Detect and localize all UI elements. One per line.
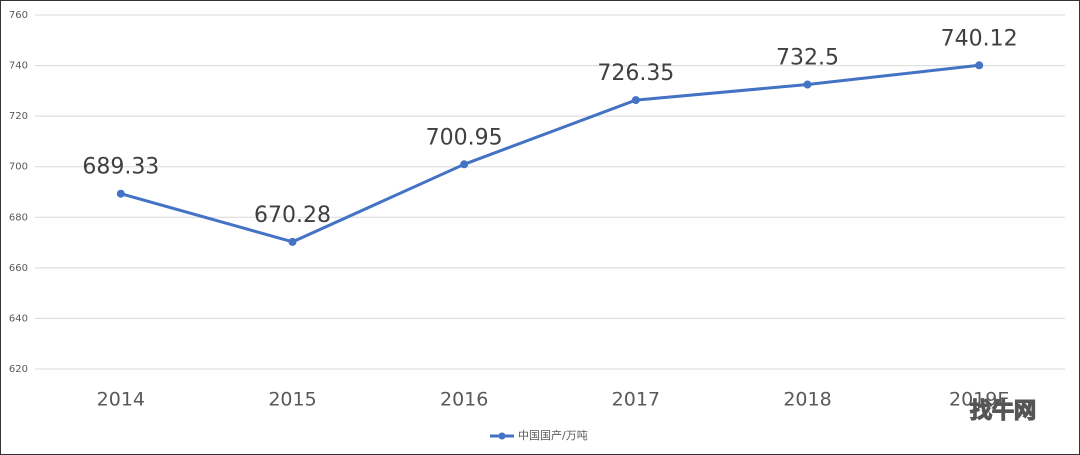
- legend-label: 中国国产/万吨: [518, 428, 588, 442]
- data-label: 689.33: [82, 155, 159, 180]
- x-tick-label: 2017: [612, 389, 660, 411]
- data-label: 700.95: [426, 125, 503, 150]
- y-tick-label: 680: [9, 212, 28, 223]
- x-tick-label: 2018: [783, 389, 831, 411]
- y-tick-label: 640: [9, 313, 28, 324]
- series-line: [120, 63, 980, 244]
- data-label: 740.12: [941, 26, 1018, 51]
- point: [460, 160, 469, 169]
- watermark: 找牛网: [970, 398, 1036, 424]
- data-label: 670.28: [254, 203, 331, 228]
- y-tick-label: 720: [9, 111, 28, 122]
- x-tick-label: 2016: [440, 389, 488, 411]
- point: [803, 80, 812, 89]
- x-tick-label: 2015: [268, 389, 316, 411]
- data-label: 726.35: [597, 61, 674, 86]
- point: [116, 189, 125, 198]
- y-tick-label: 740: [9, 61, 28, 72]
- y-tick-label: 660: [9, 263, 28, 274]
- y-tick-label: 760: [9, 10, 28, 21]
- x-tick-label: 2019E: [949, 389, 1009, 411]
- y-tick-label: 620: [9, 364, 28, 375]
- legend-marker: [498, 432, 506, 440]
- data-label: 732.5: [776, 46, 839, 71]
- y-tick-label: 700: [9, 162, 28, 173]
- x-tick-label: 2014: [97, 389, 145, 411]
- point: [975, 61, 984, 70]
- point: [631, 96, 640, 105]
- point: [288, 237, 297, 246]
